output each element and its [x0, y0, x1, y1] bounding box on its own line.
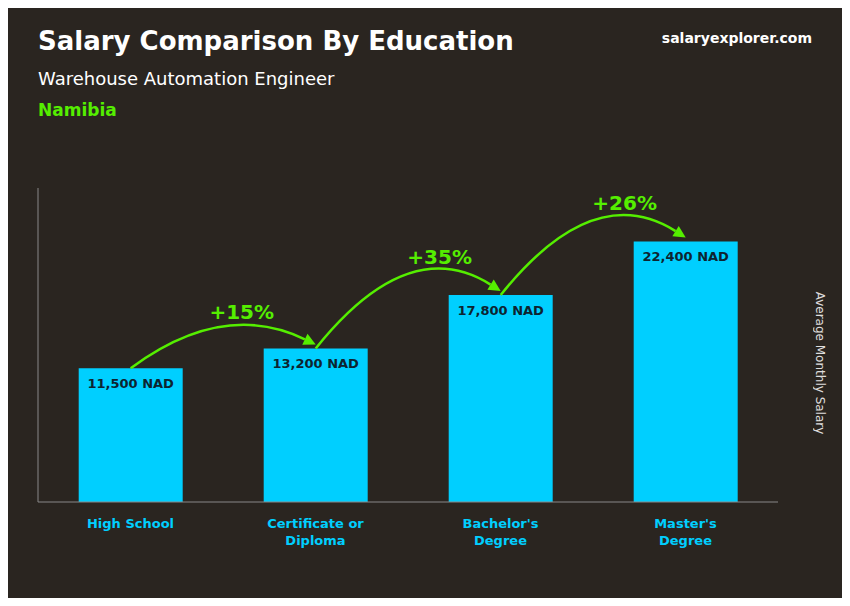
- svg-text:High School: High School: [87, 516, 174, 531]
- svg-text:+26%: +26%: [592, 191, 657, 215]
- svg-text:Master'sDegree: Master'sDegree: [654, 516, 717, 548]
- svg-text:Certificate orDiploma: Certificate orDiploma: [267, 516, 364, 548]
- html-text:Average Monthly Salary: Average Monthly Salary: [813, 291, 827, 435]
- svg-text:11,500 NAD: 11,500 NAD: [87, 376, 174, 391]
- svg-text:22,400 NAD: 22,400 NAD: [642, 249, 729, 264]
- html-text:Salary Comparison By Education: Salary Comparison By Education: [38, 26, 514, 56]
- svg-text:Bachelor'sDegree: Bachelor'sDegree: [463, 516, 539, 548]
- svg-text:+15%: +15%: [209, 300, 274, 324]
- html-text:Warehouse Automation Engineer: Warehouse Automation Engineer: [38, 68, 335, 89]
- svg-text:+35%: +35%: [407, 245, 472, 269]
- svg-text:13,200 NAD: 13,200 NAD: [272, 356, 359, 371]
- html-text:Namibia: Namibia: [38, 100, 117, 120]
- html-text:salaryexplorer.com: salaryexplorer.com: [661, 30, 812, 46]
- svg-text:17,800 NAD: 17,800 NAD: [457, 303, 544, 318]
